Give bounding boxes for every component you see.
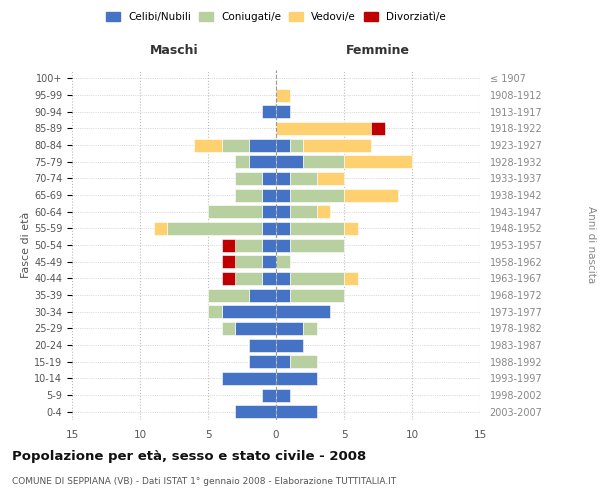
Bar <box>344 222 358 235</box>
Bar <box>208 205 262 218</box>
Bar <box>344 155 412 168</box>
Bar <box>344 272 358 285</box>
Bar <box>303 138 371 151</box>
Bar <box>262 205 276 218</box>
Bar <box>235 255 262 268</box>
Bar <box>194 138 221 151</box>
Bar <box>290 172 317 185</box>
Bar <box>262 388 276 402</box>
Bar <box>290 138 303 151</box>
Bar <box>208 288 249 302</box>
Bar <box>249 338 276 351</box>
Bar <box>235 188 262 202</box>
Bar <box>235 322 276 335</box>
Bar <box>276 222 290 235</box>
Legend: Celibi/Nubili, Coniugati/e, Vedovi/e, Divorziatì/e: Celibi/Nubili, Coniugati/e, Vedovi/e, Di… <box>102 8 450 26</box>
Bar <box>303 322 317 335</box>
Bar <box>235 172 262 185</box>
Y-axis label: Fasce di età: Fasce di età <box>21 212 31 278</box>
Bar <box>317 172 344 185</box>
Bar <box>249 355 276 368</box>
Bar <box>276 88 290 102</box>
Bar <box>276 305 331 318</box>
Bar <box>290 188 344 202</box>
Bar <box>235 272 262 285</box>
Bar <box>290 288 344 302</box>
Bar <box>276 322 303 335</box>
Bar <box>249 155 276 168</box>
Bar <box>276 205 290 218</box>
Bar <box>317 205 331 218</box>
Bar <box>262 172 276 185</box>
Bar <box>276 138 290 151</box>
Bar <box>290 222 344 235</box>
Bar <box>221 322 235 335</box>
Bar <box>167 222 262 235</box>
Bar <box>276 355 290 368</box>
Text: Anni di nascita: Anni di nascita <box>586 206 596 284</box>
Text: Maschi: Maschi <box>149 44 199 57</box>
Bar <box>262 222 276 235</box>
Bar <box>276 288 290 302</box>
Bar <box>290 355 317 368</box>
Bar <box>276 372 317 385</box>
Bar <box>235 238 262 252</box>
Bar <box>276 155 303 168</box>
Bar <box>262 188 276 202</box>
Bar <box>221 238 235 252</box>
Bar <box>221 138 249 151</box>
Bar <box>221 255 235 268</box>
Bar <box>276 255 290 268</box>
Bar <box>235 405 276 418</box>
Bar <box>221 272 235 285</box>
Bar <box>276 338 303 351</box>
Bar <box>249 288 276 302</box>
Bar <box>276 172 290 185</box>
Bar <box>221 305 276 318</box>
Bar <box>249 138 276 151</box>
Bar <box>344 188 398 202</box>
Bar <box>221 372 276 385</box>
Bar <box>262 105 276 118</box>
Bar <box>154 222 167 235</box>
Text: COMUNE DI SEPPIANA (VB) - Dati ISTAT 1° gennaio 2008 - Elaborazione TUTTITALIA.I: COMUNE DI SEPPIANA (VB) - Dati ISTAT 1° … <box>12 478 396 486</box>
Bar <box>276 388 290 402</box>
Text: Femmine: Femmine <box>346 44 410 57</box>
Bar <box>276 238 290 252</box>
Bar <box>276 188 290 202</box>
Bar <box>276 122 371 135</box>
Bar <box>262 238 276 252</box>
Bar <box>290 205 317 218</box>
Bar <box>235 155 249 168</box>
Bar <box>208 305 221 318</box>
Bar <box>276 405 317 418</box>
Bar <box>290 238 344 252</box>
Bar <box>303 155 344 168</box>
Bar <box>276 272 290 285</box>
Bar <box>262 255 276 268</box>
Bar <box>262 272 276 285</box>
Bar <box>276 105 290 118</box>
Bar <box>290 272 344 285</box>
Bar <box>371 122 385 135</box>
Text: Popolazione per età, sesso e stato civile - 2008: Popolazione per età, sesso e stato civil… <box>12 450 366 463</box>
